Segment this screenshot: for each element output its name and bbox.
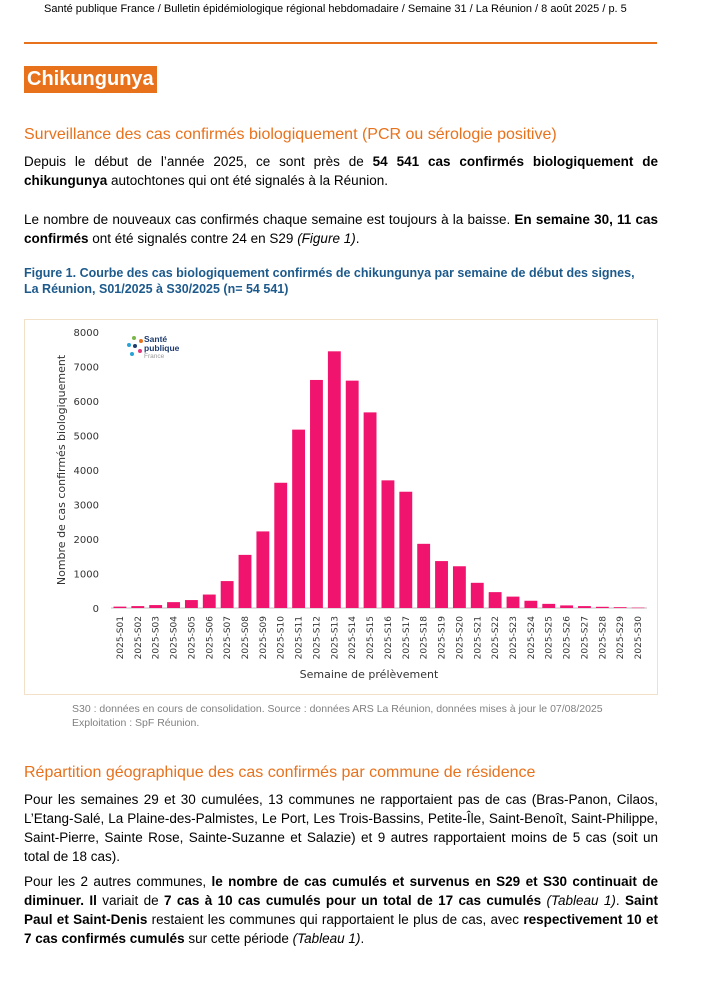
bar-chart: 0 1000 2000 3000 4000 5000 6000 7000 8000 2025-S0… bbox=[55, 328, 647, 681]
x-tick-label-2025-S16: 2025-S16 bbox=[384, 616, 394, 660]
header-rule bbox=[24, 42, 657, 44]
bar-2025-S03 bbox=[149, 605, 163, 608]
x-tick-label-2025-S22: 2025-S22 bbox=[491, 616, 501, 659]
bar-2025-S09 bbox=[256, 531, 270, 608]
bar-2025-S06 bbox=[202, 594, 216, 608]
bar-2025-S13 bbox=[327, 351, 341, 608]
bar-2025-S27 bbox=[578, 606, 591, 608]
x-tick-label-2025-S24: 2025-S24 bbox=[527, 616, 537, 660]
bar-2025-S23 bbox=[506, 596, 520, 608]
x-tick-label-2025-S02: 2025-S02 bbox=[134, 616, 144, 659]
x-tick-label-2025-S11: 2025-S11 bbox=[295, 616, 305, 659]
santé-publique-france-logo: Santé publique France bbox=[126, 334, 196, 364]
bar-2025-S28 bbox=[595, 606, 609, 608]
bar-2025-S19 bbox=[435, 561, 448, 608]
bar-2025-S16 bbox=[381, 480, 395, 608]
bar-2025-S25 bbox=[542, 603, 556, 608]
paragraph-communes-no-cases: Pour les semaines 29 et 30 cumulées, 13 … bbox=[24, 792, 658, 864]
x-tick-label-2025-S01: 2025-S01 bbox=[116, 616, 126, 659]
bar-2025-S21 bbox=[470, 582, 484, 608]
bar-2025-S20 bbox=[452, 566, 466, 608]
section-title-geographic: Répartition géographique des cas confirm… bbox=[24, 764, 536, 781]
bar-2025-S04 bbox=[167, 602, 180, 608]
paragraph-total-cases: Depuis le début de l’année 2025, ce sont… bbox=[24, 154, 658, 188]
y-tick-label-3: 3000 bbox=[74, 501, 99, 512]
chart-frame: 0 1000 2000 3000 4000 5000 6000 7000 8000 2025-S0… bbox=[24, 319, 658, 695]
bar-2025-S18 bbox=[417, 543, 431, 608]
bar-2025-S22 bbox=[488, 592, 502, 608]
x-tick-label-2025-S03: 2025-S03 bbox=[152, 616, 162, 659]
bar-2025-S01 bbox=[113, 606, 127, 608]
x-tick-label-2025-S15: 2025-S15 bbox=[366, 616, 376, 659]
x-tick-label-2025-S28: 2025-S28 bbox=[598, 616, 608, 660]
x-tick-label-2025-S10: 2025-S10 bbox=[277, 616, 287, 660]
x-tick-label-2025-S21: 2025-S21 bbox=[473, 616, 483, 659]
x-axis-title: Semaine de prélèvement bbox=[300, 668, 439, 681]
y-tick-label-7: 7000 bbox=[74, 363, 99, 374]
page-header: Santé publique France / Bulletin épidémi… bbox=[44, 3, 627, 15]
x-tick-label-2025-S25: 2025-S25 bbox=[545, 616, 555, 659]
bar-2025-S11 bbox=[292, 429, 306, 608]
paragraph-weekly-trend: Le nombre de nouveaux cas confirmés chaq… bbox=[24, 212, 659, 246]
bar-2025-S02 bbox=[131, 606, 145, 608]
x-tick-label-2025-S30: 2025-S30 bbox=[634, 616, 644, 660]
bar-2025-S14 bbox=[345, 380, 359, 608]
bar-2025-S07 bbox=[220, 581, 234, 608]
y-tick-label-4: 4000 bbox=[74, 466, 99, 477]
y-tick-label-0: 0 bbox=[93, 604, 99, 615]
x-tick-label-2025-S29: 2025-S29 bbox=[616, 616, 626, 660]
bar-2025-S12 bbox=[310, 379, 323, 608]
x-tick-label-2025-S23: 2025-S23 bbox=[509, 616, 519, 659]
x-tick-label-2025-S20: 2025-S20 bbox=[455, 616, 465, 660]
bar-2025-S05 bbox=[184, 600, 198, 608]
x-tick-label-2025-S17: 2025-S17 bbox=[402, 616, 412, 659]
x-tick-label-2025-S05: 2025-S05 bbox=[187, 616, 197, 659]
y-tick-label-5: 5000 bbox=[74, 432, 99, 443]
x-tick-label-2025-S08: 2025-S08 bbox=[241, 616, 251, 660]
x-tick-label-2025-S07: 2025-S07 bbox=[223, 616, 233, 659]
y-tick-label-2: 2000 bbox=[74, 535, 99, 546]
bar-2025-S29 bbox=[613, 607, 627, 608]
x-tick-label-2025-S27: 2025-S27 bbox=[580, 616, 590, 659]
x-tick-label-2025-S13: 2025-S13 bbox=[330, 616, 340, 659]
x-tick-label-2025-S04: 2025-S04 bbox=[170, 616, 180, 660]
y-axis-title: Nombre de cas confirmés biologiquement bbox=[55, 354, 68, 585]
x-tick-label-2025-S26: 2025-S26 bbox=[563, 616, 573, 660]
x-tick-label-2025-S09: 2025-S09 bbox=[259, 616, 269, 660]
bar-2025-S17 bbox=[399, 491, 413, 608]
bar-2025-S30 bbox=[631, 607, 645, 609]
bar-2025-S24 bbox=[524, 600, 538, 608]
paragraph-communes-most-cases: Pour les 2 autres communes, le nombre de… bbox=[24, 874, 658, 946]
bar-2025-S26 bbox=[560, 605, 574, 608]
x-tick-label-2025-S14: 2025-S14 bbox=[348, 616, 358, 660]
bar-2025-S10 bbox=[274, 482, 288, 608]
y-tick-label-8: 8000 bbox=[74, 328, 99, 339]
x-tick-label-2025-S06: 2025-S06 bbox=[205, 616, 215, 660]
figure-source-note: S30 : données en cours de consolidation.… bbox=[72, 703, 603, 729]
figure-caption: Figure 1. Courbe des cas biologiquement … bbox=[24, 266, 635, 296]
x-tick-label-2025-S18: 2025-S18 bbox=[420, 616, 430, 660]
y-tick-label-6: 6000 bbox=[74, 397, 99, 408]
x-tick-label-2025-S12: 2025-S12 bbox=[312, 616, 322, 659]
section-title-surveillance: Surveillance des cas confirmés biologiqu… bbox=[24, 126, 557, 143]
x-tick-label-2025-S19: 2025-S19 bbox=[438, 616, 448, 660]
y-tick-label-1: 1000 bbox=[74, 570, 99, 581]
bar-2025-S15 bbox=[363, 412, 377, 608]
page-title: Chikungunya bbox=[24, 66, 157, 93]
bar-2025-S08 bbox=[238, 554, 252, 608]
